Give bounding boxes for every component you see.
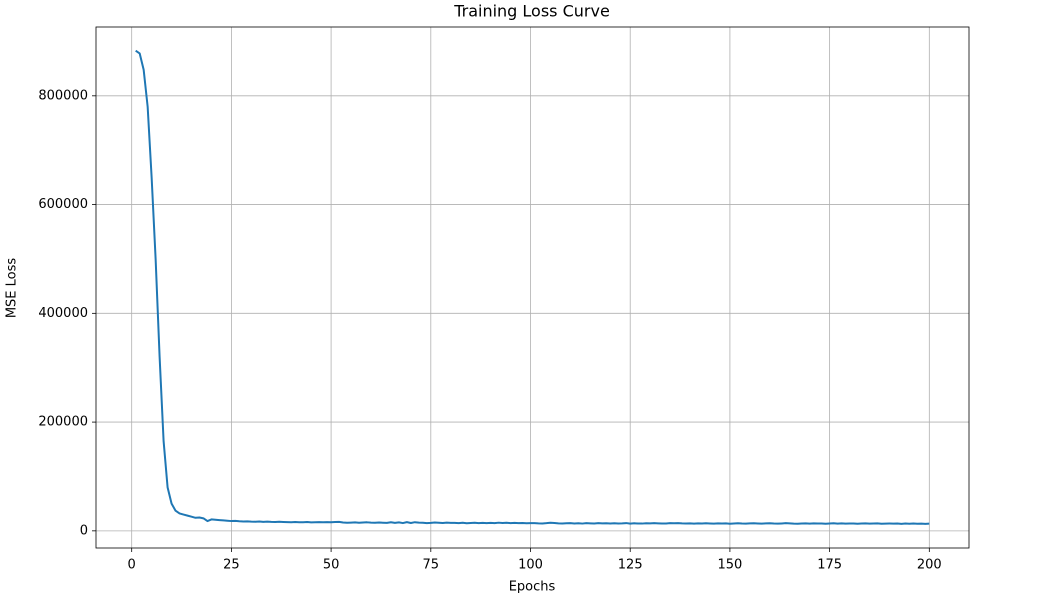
loss-line [135, 49, 930, 525]
x-tick-label: 0 [128, 558, 136, 573]
x-tick-label: 175 [817, 558, 842, 573]
y-tick-label: 600000 [38, 197, 88, 212]
x-tick-label: 125 [618, 558, 643, 573]
x-axis-label: Epochs [509, 580, 556, 593]
x-tick-label: 75 [423, 558, 440, 573]
y-tick-label: 800000 [38, 88, 88, 103]
chart-title: Training Loss Curve [453, 2, 610, 21]
y-axis-label: MSE Loss [5, 258, 20, 319]
x-tick-label: 50 [323, 558, 340, 573]
y-tick-label: 200000 [38, 415, 88, 430]
x-tick-label: 200 [917, 558, 942, 573]
y-tick-label: 0 [80, 523, 88, 538]
x-tick-label: 25 [223, 558, 240, 573]
plot-frame [95, 26, 970, 549]
x-tick-label: 150 [717, 558, 742, 573]
x-tick-label: 100 [518, 558, 543, 573]
y-tick-label: 400000 [38, 306, 88, 321]
